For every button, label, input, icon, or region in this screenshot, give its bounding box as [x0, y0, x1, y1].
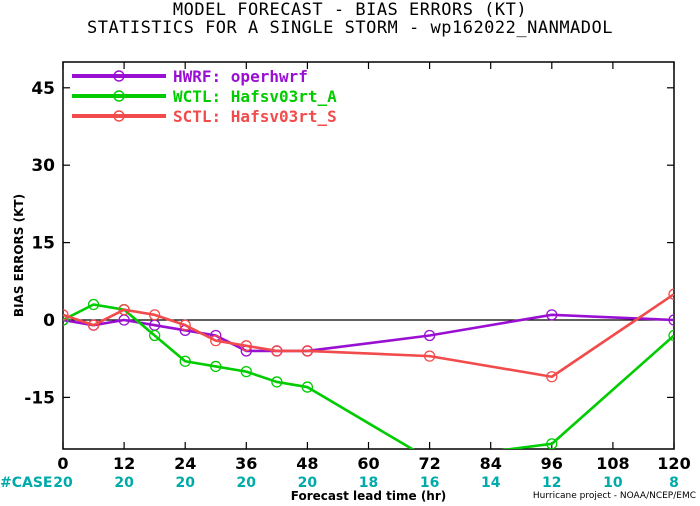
data-point: [301, 381, 314, 393]
y-tick-label: 30: [31, 156, 55, 176]
case-count: 10: [603, 475, 623, 491]
data-point: [240, 365, 252, 378]
data-point: [240, 340, 252, 352]
case-count: 20: [53, 475, 73, 491]
data-point: [87, 319, 100, 331]
data-point: [118, 304, 130, 316]
data-point: [87, 298, 100, 311]
x-tick-label: 120: [657, 454, 690, 473]
plot-frame: [62, 61, 675, 450]
chart-subtitle: STATISTICS FOR A SINGLE STORM - wp162022…: [86, 18, 613, 38]
data-point: [63, 309, 69, 321]
credit-text: Hurricane project - NOAA/NCEP/EMC: [532, 491, 696, 501]
legend-label: SCTL: Hafsv03rt_S: [173, 107, 337, 126]
series-line-2: [63, 293, 674, 379]
data-point: [210, 360, 222, 373]
data-point: [271, 345, 283, 357]
x-tick-label: 84: [480, 454, 502, 473]
data-point: [179, 355, 191, 367]
data-point: [668, 288, 674, 300]
legend-label: HWRF: operhwrf: [173, 67, 308, 86]
data-point: [668, 314, 674, 326]
data-point: [546, 309, 558, 321]
case-count: 8: [669, 475, 679, 491]
x-tick-label: 0: [57, 454, 68, 473]
data-point: [546, 438, 558, 449]
x-tick-label: 108: [596, 454, 629, 473]
y-tick-label: 45: [31, 79, 55, 99]
case-count: 18: [359, 475, 378, 491]
series-line-1: [63, 303, 674, 449]
data-point: [148, 329, 161, 342]
case-count: 20: [237, 475, 257, 491]
data-point: [63, 314, 69, 326]
case-counts: #CASE 20 20 20 20 20 18 16 14 12 10 8: [0, 475, 679, 491]
x-axis-label: Forecast lead time (hr): [291, 489, 447, 503]
case-count: 20: [175, 475, 195, 491]
x-tick-label: 24: [174, 454, 196, 473]
data-point: [301, 345, 314, 357]
case-label: #CASE: [0, 475, 53, 491]
data-point: [668, 329, 674, 342]
case-count: 14: [481, 475, 501, 491]
case-count: 20: [298, 475, 318, 491]
x-tick-label: 72: [418, 454, 440, 473]
data-point: [148, 309, 161, 321]
data-point: [271, 376, 283, 388]
data-point: [423, 350, 436, 362]
case-count: 16: [420, 475, 439, 491]
x-tick-label: 60: [357, 454, 379, 473]
x-tick-label: 12: [113, 454, 135, 473]
y-tick-label: 0: [43, 311, 55, 331]
data-point: [179, 319, 191, 331]
legend-label: WCTL: Hafsv03rt_A: [173, 87, 337, 106]
y-tick-label: -15: [24, 388, 55, 408]
chart-title: MODEL FORECAST - BIAS ERRORS (KT): [172, 0, 528, 20]
x-tick-label: 36: [235, 454, 257, 473]
case-count: 20: [114, 475, 134, 491]
data-point: [423, 329, 436, 342]
series-group: [63, 288, 674, 449]
data-point: [546, 371, 558, 383]
y-axis-label: BIAS ERRORS (KT): [12, 194, 26, 317]
legend-marker: [113, 70, 125, 82]
y-tick-label: 15: [31, 234, 55, 254]
legend-marker: [113, 90, 125, 102]
legend-marker: [113, 110, 125, 122]
x-tick-label: 96: [541, 454, 563, 473]
data-point: [210, 334, 222, 347]
x-tick-label: 48: [296, 454, 318, 473]
case-count: 12: [542, 475, 561, 491]
